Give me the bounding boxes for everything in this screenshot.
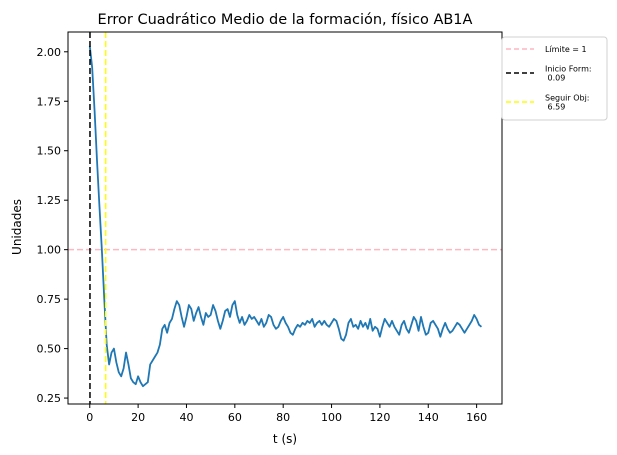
x-tick-label: 100 (321, 411, 342, 424)
y-tick-label: 1.00 (37, 244, 62, 257)
legend-box (501, 36, 608, 121)
legend-label: Inicio Form: (545, 65, 592, 74)
y-axis-label: Unidades (10, 199, 24, 255)
y-tick-label: 1.50 (37, 145, 62, 158)
y-axis: 0.25 0.50 0.75 1.00 1.25 1.50 1.75 2.00 (37, 46, 68, 405)
y-tick-label: 2.00 (37, 46, 62, 59)
x-tick-label: 120 (369, 411, 390, 424)
x-tick-label: 160 (466, 411, 487, 424)
x-tick-label: 20 (131, 411, 145, 424)
x-axis-label: t (s) (273, 432, 297, 446)
legend: Límite = 1 Inicio Form: 0.09 Seguir Obj: 6… (501, 36, 608, 121)
legend-label: Límite = 1 (545, 45, 587, 54)
x-tick-label: 60 (228, 411, 242, 424)
y-tick-label: 0.25 (37, 392, 62, 405)
legend-label: 6.59 (545, 103, 565, 112)
x-axis: 0 20 40 60 80 100 120 140 160 (86, 404, 487, 424)
x-tick-label: 80 (276, 411, 290, 424)
y-tick-label: 0.50 (37, 343, 62, 356)
legend-label: 0.09 (545, 74, 565, 83)
y-tick-label: 1.75 (37, 95, 62, 108)
plot-frame (67, 31, 503, 405)
y-tick-label: 1.25 (37, 194, 62, 207)
plot-lines (68, 32, 502, 404)
chart-title: Error Cuadrático Medio de la formación, … (98, 12, 473, 28)
series-line-0 (88, 45, 483, 388)
x-tick-label: 0 (86, 411, 93, 424)
y-tick-label: 0.75 (37, 293, 62, 306)
legend-label: Seguir Obj: (545, 94, 590, 103)
x-tick-label: 140 (418, 411, 439, 424)
x-tick-label: 40 (179, 411, 193, 424)
